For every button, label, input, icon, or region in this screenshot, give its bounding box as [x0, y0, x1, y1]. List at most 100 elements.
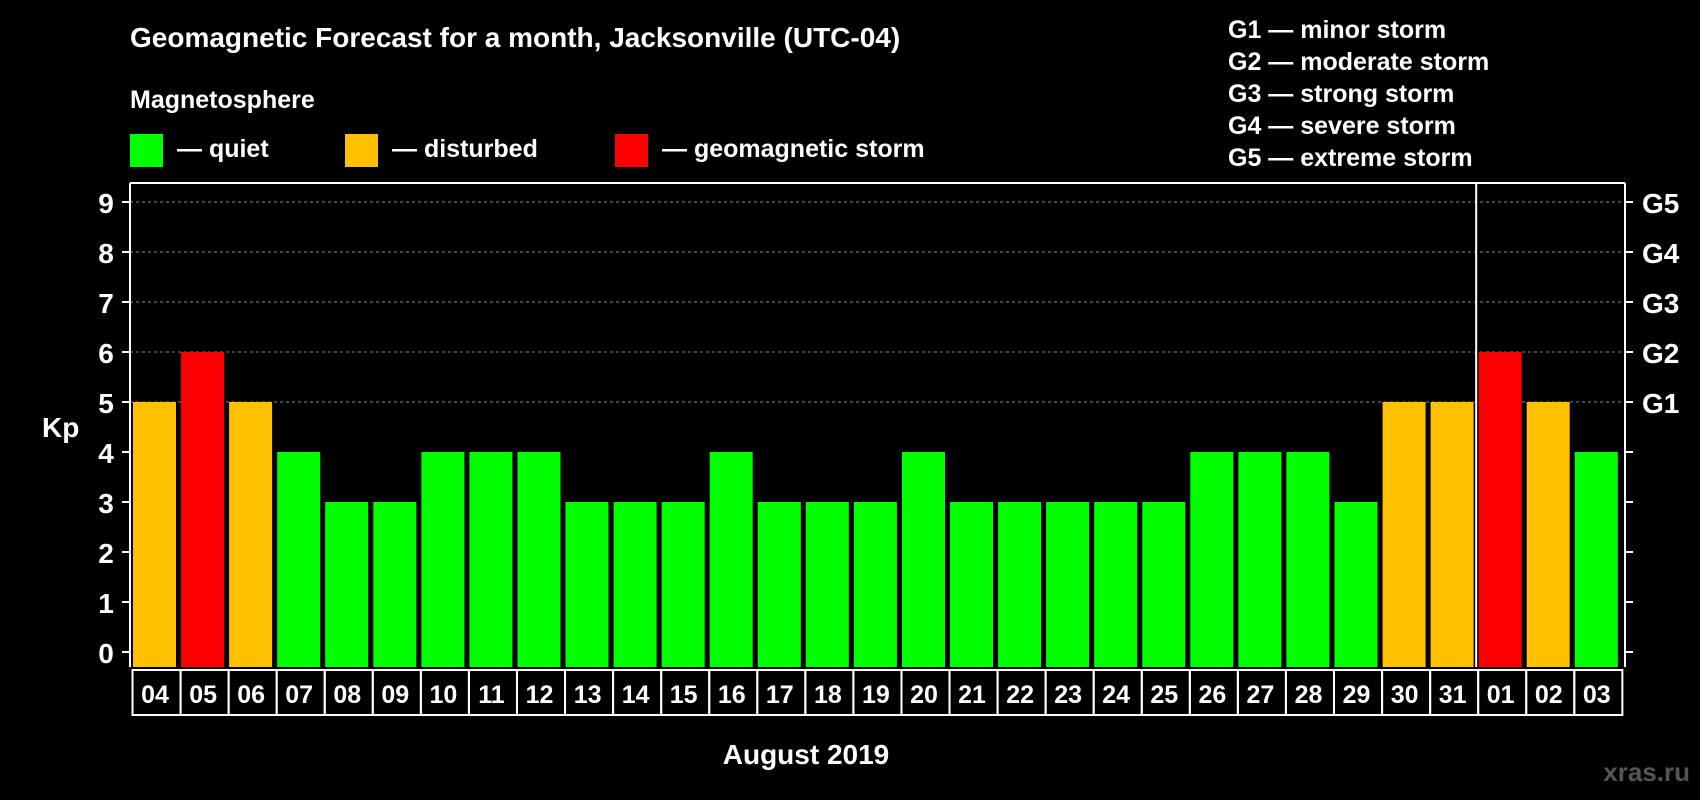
- legend-label: — geomagnetic storm: [662, 135, 925, 163]
- x-tick-label: 31: [1439, 681, 1467, 709]
- bar: [853, 502, 897, 667]
- x-tick-label: 10: [429, 681, 457, 709]
- bar: [373, 502, 417, 667]
- x-tick-label: 20: [910, 681, 938, 709]
- x-tick-label: 30: [1391, 681, 1419, 709]
- y-tick-label: 2: [98, 538, 114, 569]
- y-tick-label: 3: [98, 488, 114, 519]
- x-tick-label: 22: [1006, 681, 1034, 709]
- bar: [805, 502, 849, 667]
- x-tick-label: 11: [478, 681, 505, 709]
- x-tick-label: 16: [718, 681, 746, 709]
- bar: [1430, 402, 1474, 667]
- storm-scale-item: G2 — moderate storm: [1228, 48, 1489, 76]
- y-tick-label: 1: [98, 588, 114, 619]
- right-axis-label: G1: [1642, 388, 1679, 419]
- storm-scale-item: G1 — minor storm: [1228, 16, 1446, 44]
- x-tick-label: 27: [1246, 681, 1274, 709]
- bar: [1574, 452, 1618, 667]
- x-tick-label: 01: [1487, 681, 1515, 709]
- y-tick-label: 9: [98, 188, 114, 219]
- bar: [1478, 352, 1522, 667]
- x-tick-label: 19: [862, 681, 890, 709]
- y-tick-label: 4: [98, 438, 114, 469]
- storm-scale-item: G3 — strong storm: [1228, 80, 1454, 108]
- grid-lines: [130, 201, 1625, 403]
- x-tick-label: 23: [1054, 681, 1082, 709]
- bar: [1238, 452, 1282, 667]
- bar: [133, 402, 176, 667]
- y-tick-label: 5: [98, 388, 114, 419]
- storm-scale-item: G4 — severe storm: [1228, 112, 1456, 140]
- chart-title: Geomagnetic Forecast for a month, Jackso…: [130, 22, 900, 53]
- x-tick-label: 17: [766, 681, 794, 709]
- bar: [1142, 502, 1186, 667]
- legend-heading: Magnetosphere: [130, 86, 315, 114]
- bar: [613, 502, 657, 667]
- x-tick-label: 02: [1535, 681, 1563, 709]
- right-axis-label: G3: [1642, 288, 1679, 319]
- y-tick-label: 6: [98, 338, 114, 369]
- bar: [902, 452, 945, 667]
- y-tick-label: 7: [98, 288, 114, 319]
- bar: [181, 352, 225, 667]
- x-tick-label: 09: [381, 681, 409, 709]
- legend-label: — disturbed: [392, 135, 538, 163]
- x-tick-label: 24: [1102, 681, 1130, 709]
- bar: [229, 402, 273, 667]
- x-tick-label: 28: [1295, 681, 1323, 709]
- bar: [469, 452, 513, 667]
- storm-scale-legend: G1 — minor storm G2 — moderate storm G3 — …: [1228, 16, 1489, 172]
- x-tick-label: 08: [333, 681, 361, 709]
- legend: — quiet — disturbed — geomagnetic storm: [130, 134, 925, 167]
- bar: [1334, 502, 1378, 667]
- x-tick-label: 05: [189, 681, 217, 709]
- x-tick-label: 06: [237, 681, 265, 709]
- x-tick-label: 14: [622, 681, 650, 709]
- legend-swatch: [130, 134, 163, 167]
- bar: [277, 452, 321, 667]
- bar: [950, 502, 993, 667]
- legend-label: — quiet: [177, 135, 269, 163]
- right-axis-label: G5: [1642, 188, 1679, 219]
- y-axis-label: Kp: [42, 412, 79, 443]
- bar: [661, 502, 705, 667]
- x-tick-label: 13: [574, 681, 602, 709]
- x-tick-label: 21: [958, 681, 986, 709]
- legend-swatch: [345, 134, 378, 167]
- bar: [517, 452, 561, 667]
- x-tick-label: 15: [670, 681, 698, 709]
- x-tick-label: 25: [1150, 681, 1178, 709]
- bar: [709, 452, 753, 667]
- bar: [1190, 452, 1234, 667]
- bar: [1382, 402, 1426, 667]
- storm-scale-item: G5 — extreme storm: [1228, 144, 1473, 172]
- x-tick-label: 07: [285, 681, 313, 709]
- bar: [998, 502, 1042, 667]
- x-axis-date-cells: 04 05 06 07 08 09 10 11 12 13 14 15 16 17 18 19 20 21 22 23…: [131, 669, 1624, 716]
- right-axis-label: G2: [1642, 338, 1679, 369]
- bar: [1526, 402, 1570, 667]
- axes: 0 1 2 3 4 5 6 7 8 9 G1 G2 G3 G4 G5: [98, 182, 1680, 669]
- y-tick-label: 8: [98, 238, 114, 269]
- x-tick-label: 18: [814, 681, 842, 709]
- legend-swatch: [615, 134, 648, 167]
- x-tick-label: 29: [1343, 681, 1371, 709]
- bar: [325, 502, 369, 667]
- bar: [1094, 502, 1138, 667]
- bar: [1286, 452, 1330, 667]
- x-tick-label: 26: [1198, 681, 1226, 709]
- bars: [133, 352, 1618, 667]
- y-tick-label: 0: [98, 638, 114, 669]
- x-date-cell: [1573, 669, 1624, 716]
- x-tick-label: 03: [1583, 681, 1611, 709]
- x-tick-label: 12: [526, 681, 554, 709]
- x-tick-label: 04: [141, 681, 169, 709]
- bar: [421, 452, 465, 667]
- bar: [565, 502, 609, 667]
- watermark: xras.ru: [1603, 757, 1690, 787]
- right-axis-label: G4: [1642, 238, 1680, 269]
- bar: [1046, 502, 1090, 667]
- x-axis-label: August 2019: [723, 739, 890, 770]
